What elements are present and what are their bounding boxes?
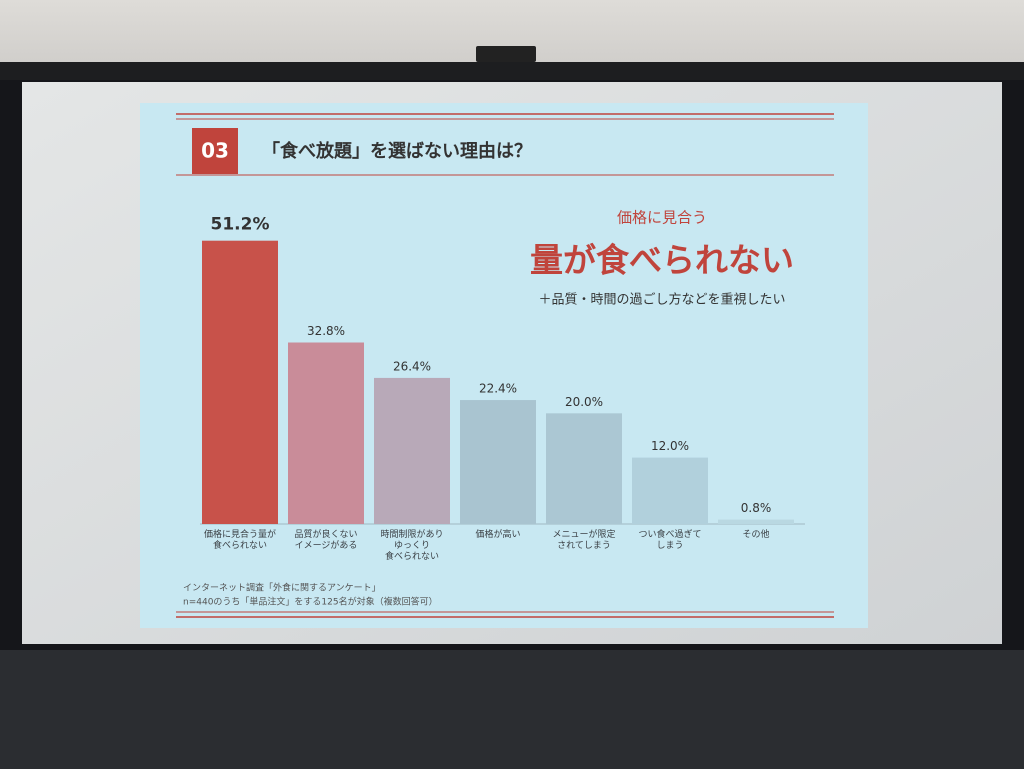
bracket — [476, 46, 536, 62]
x-tick-label: 時間制限があり ゆっくり 食べられない — [380, 530, 444, 562]
bar — [546, 413, 622, 524]
callout: 価格に見合う — [617, 209, 707, 227]
callout-main: 量が食べられない — [530, 241, 794, 280]
x-tick-label: 価格が高い — [475, 530, 521, 540]
note: n=440のうち「単品注文」をする125名が対象（複数回答可） — [183, 596, 438, 608]
value-label: 51.2% — [211, 215, 270, 235]
value-label: 12.0% — [651, 439, 689, 453]
badge-text: 03 — [201, 139, 229, 163]
bar — [632, 457, 708, 524]
callout-sub: ＋品質・時間の過ごし方などを重視したい — [538, 292, 785, 308]
x-tick-label: メニューが限定 されてしまう — [552, 530, 616, 551]
x-tick-label: その他 — [742, 530, 770, 540]
bar — [374, 377, 450, 524]
value-label: 32.8% — [307, 324, 345, 338]
screen-bar — [0, 62, 1024, 80]
value-label: 20.0% — [565, 395, 603, 409]
note: インターネット調査「外食に関するアンケート」 — [183, 582, 381, 594]
bar — [288, 342, 364, 524]
value-label: 0.8% — [741, 501, 772, 515]
value-label: 26.4% — [393, 359, 431, 373]
bar — [202, 240, 278, 524]
value-label: 22.4% — [479, 382, 517, 396]
bar — [460, 400, 536, 524]
chart-title: 「食べ放題」を選ばない理由は？ — [262, 140, 532, 162]
bar — [718, 519, 794, 524]
x-tick-label: 品質が良くない イメージがある — [294, 530, 358, 551]
x-tick-label: 価格に見合う量が 食べられない — [203, 530, 276, 551]
badge — [192, 128, 238, 174]
x-tick-label: つい食べ過ぎて しまう — [638, 530, 702, 551]
